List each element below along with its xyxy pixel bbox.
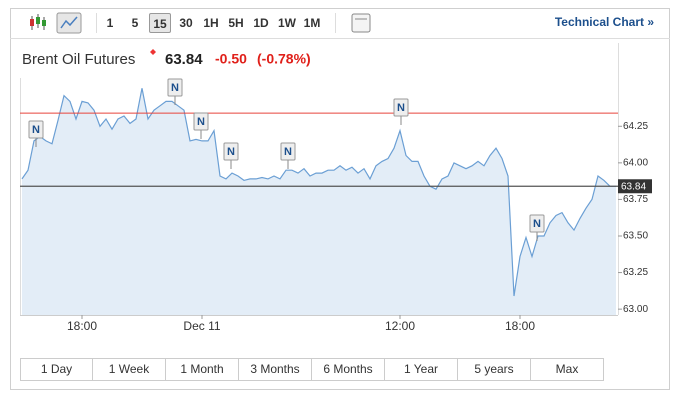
price-line <box>21 88 616 297</box>
news-marker: N <box>32 124 40 136</box>
technical-chart-link[interactable]: Technical Chart » <box>555 15 654 29</box>
y-tick-label: 64.00 <box>623 157 648 168</box>
area-fill <box>22 88 616 315</box>
news-marker: N <box>171 82 179 94</box>
news-box <box>529 214 545 233</box>
range-button[interactable]: 1 Day <box>20 358 93 381</box>
settings-icon <box>351 13 371 33</box>
last-price-label: 63.84 <box>621 181 646 192</box>
last-price-box <box>618 179 652 194</box>
candle-icon <box>30 14 46 30</box>
x-tick-label: 18:00 <box>505 319 535 333</box>
range-button[interactable]: 1 Month <box>166 358 239 381</box>
news-marker: N <box>533 218 541 230</box>
news-box <box>223 142 239 161</box>
news-marker: N <box>397 102 405 114</box>
change-percent: (-0.78%) <box>257 51 311 67</box>
y-tick-label: 63.25 <box>623 267 648 278</box>
interval-button[interactable]: 1M <box>303 16 321 30</box>
x-tick-label: Dec 11 <box>183 319 220 333</box>
news-box <box>393 98 409 117</box>
price: 63.84 <box>165 51 203 68</box>
news-box <box>193 112 209 131</box>
instrument-name: Brent Oil Futures <box>22 51 135 68</box>
news-marker: N <box>227 146 235 158</box>
news-box <box>280 142 296 161</box>
live-marker <box>150 49 156 55</box>
news-marker: N <box>284 146 292 158</box>
interval-button[interactable]: 5 <box>131 16 139 30</box>
range-button[interactable]: 1 Year <box>385 358 458 381</box>
interval-button[interactable]: 30 <box>179 16 193 30</box>
x-tick-label: 18:00 <box>67 319 97 333</box>
frame <box>10 8 670 390</box>
y-tick-label: 63.00 <box>623 304 648 315</box>
y-tick-label: 63.50 <box>623 231 648 242</box>
y-tick-label: 63.75 <box>623 194 648 205</box>
range-button[interactable]: 6 Months <box>312 358 385 381</box>
news-box <box>28 120 44 139</box>
interval-button[interactable]: 15 <box>149 13 171 33</box>
interval-button[interactable]: 1D <box>253 16 269 30</box>
change: -0.50 <box>215 51 247 67</box>
interval-button[interactable]: 1W <box>278 16 296 30</box>
interval-button[interactable]: 1H <box>203 16 219 30</box>
interval-button[interactable]: 5H <box>228 16 244 30</box>
range-button[interactable]: 3 Months <box>239 358 312 381</box>
range-button[interactable]: 1 Week <box>93 358 166 381</box>
range-button[interactable]: Max <box>531 358 604 381</box>
range-button[interactable]: 5 years <box>458 358 531 381</box>
interval-button[interactable]: 1 <box>106 16 114 30</box>
x-tick-label: 12:00 <box>385 319 415 333</box>
news-box <box>167 78 183 97</box>
y-tick-label: 64.25 <box>623 121 648 132</box>
line-icon <box>60 16 78 29</box>
news-marker: N <box>197 116 205 128</box>
